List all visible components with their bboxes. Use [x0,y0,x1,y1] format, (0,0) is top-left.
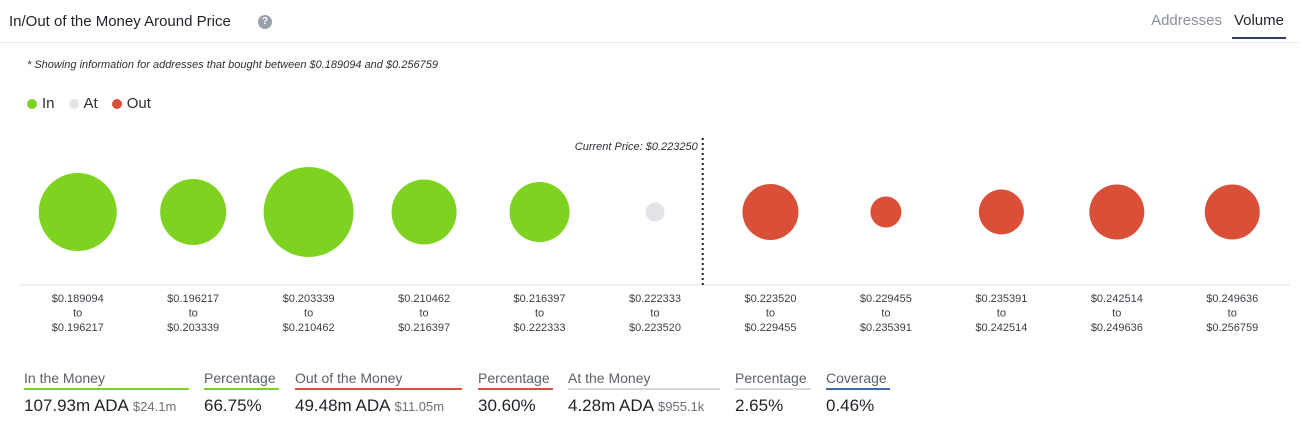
range-separator-label: to [304,308,313,320]
range-from-label: $0.222333 [629,293,681,305]
range-from-label: $0.189094 [52,293,104,305]
stat-sub-out-money: $11.05m [394,399,445,414]
range-to-label: $0.242514 [975,322,1027,334]
range-separator-label: to [535,308,544,320]
stat-label-out-pct: Percentage [478,370,553,390]
range-to-label: $0.210462 [283,322,335,334]
stat-at-percentage: Percentage 2.65% [735,370,811,416]
range-from-label: $0.203339 [283,293,335,305]
range-separator-label: to [766,308,775,320]
range-to-label: $0.249636 [1091,322,1143,334]
widget-header: In/Out of the Money Around Price ? Addre… [0,0,1298,43]
bubble-in[interactable] [509,182,570,242]
help-icon[interactable]: ? [258,15,272,29]
range-note: * Showing information for addresses that… [27,59,438,71]
range-to-label: $0.222333 [514,322,566,334]
bubble-out[interactable] [978,189,1024,235]
legend-label-in: In [42,95,55,112]
stat-value-coverage: 0.46% [826,396,875,415]
range-to-label: $0.196217 [52,322,104,334]
range-to-label: $0.203339 [167,322,219,334]
stat-in-the-money: In the Money 107.93m ADA $24.1m [24,370,189,416]
stat-value-out-money: 49.48m ADA [295,396,391,415]
legend-item-at[interactable]: At [68,95,98,112]
range-from-label: $0.210462 [398,293,450,305]
in-dot-icon [27,98,37,109]
bubble-out[interactable] [1204,184,1260,240]
bubble-out[interactable] [1089,184,1145,240]
stat-value-out-pct: 30.60% [478,396,536,415]
stat-label-out-money: Out of the Money [295,370,462,390]
summary-stats: In the Money 107.93m ADA $24.1m Percentag… [0,370,1308,430]
stat-label-in-money: In the Money [24,370,189,390]
stat-coverage: Coverage 0.46% [826,370,890,416]
stat-label-in-pct: Percentage [204,370,279,390]
range-separator-label: to [1112,308,1121,320]
stat-out-of-the-money: Out of the Money 49.48m ADA $11.05m [295,370,462,416]
range-from-label: $0.235391 [975,293,1027,305]
stat-label-at-pct: Percentage [735,370,811,390]
tab-volume[interactable]: Volume [1231,12,1286,39]
range-to-label: $0.229455 [744,322,796,334]
bubble-in[interactable] [263,167,354,257]
legend-item-out[interactable]: Out [111,95,151,112]
stat-sub-in-money: $24.1m [132,399,177,414]
range-to-label: $0.216397 [398,322,450,334]
legend-label-at: At [83,95,98,112]
stat-sub-at-money: $955.1k [658,399,705,414]
stat-value-in-pct: 66.75% [204,396,262,415]
stat-at-the-money: At the Money 4.28m ADA $955.1k [568,370,720,416]
legend-label-out: Out [126,95,151,112]
range-from-label: $0.229455 [860,293,912,305]
range-separator-label: to [650,308,659,320]
stat-value-at-money: 4.28m ADA [568,396,654,415]
range-separator-label: to [881,308,890,320]
range-to-label: $0.235391 [860,322,912,334]
stat-out-percentage: Percentage 30.60% [478,370,553,416]
stat-in-percentage: Percentage 66.75% [204,370,279,416]
range-separator-label: to [73,308,82,320]
range-from-label: $0.249636 [1206,293,1258,305]
at-dot-icon [68,98,79,109]
range-separator-label: to [1228,308,1237,320]
range-to-label: $0.223520 [629,322,681,334]
stat-label-at-money: At the Money [568,370,720,390]
bubble-at[interactable] [645,202,665,222]
range-separator-label: to [997,308,1006,320]
bubble-out[interactable] [742,184,799,240]
current-price-label: Current Price: $0.223250 [575,141,699,153]
range-separator-label: to [189,308,198,320]
stat-label-coverage: Coverage [826,370,890,390]
range-to-label: $0.256759 [1206,322,1258,334]
legend-item-in[interactable]: In [27,95,55,112]
tab-addresses[interactable]: Addresses [1151,12,1222,29]
range-from-label: $0.216397 [514,293,566,305]
stat-value-at-pct: 2.65% [735,396,784,415]
stat-value-in-money: 107.93m ADA [24,396,129,415]
bubble-out[interactable] [870,196,902,228]
range-separator-label: to [419,308,428,320]
range-from-label: $0.196217 [167,293,219,305]
bubble-in[interactable] [38,173,117,251]
range-from-label: $0.242514 [1091,293,1143,305]
widget-title: In/Out of the Money Around Price [9,13,231,30]
bubble-in[interactable] [391,179,457,245]
range-from-label: $0.223520 [744,293,796,305]
chart-legend: In At Out [27,95,151,112]
view-tabs: Addresses Volume [1149,12,1286,39]
bubble-in[interactable] [160,179,227,245]
out-dot-icon [111,98,122,109]
bubble-chart: $0.189094 to $0.196217 $0.196217 to $0.203339… [20,138,1290,334]
